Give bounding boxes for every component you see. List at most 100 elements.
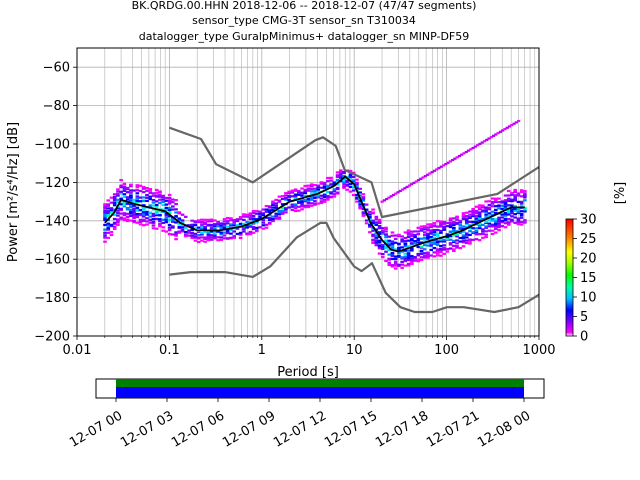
colorbar-label: [%] [613, 182, 628, 205]
histogram-cell [135, 216, 140, 219]
histogram-cell [306, 205, 311, 209]
histogram-cell [393, 264, 398, 267]
histogram-cell [429, 241, 434, 244]
plot-frame [76, 47, 540, 337]
histogram-cell [374, 234, 379, 237]
y-axis-ticks: −60 −80 −100 −120 −140 −160 −180 −200 [34, 61, 77, 345]
y-tick-label: −120 [34, 176, 70, 191]
histogram-cell [112, 213, 117, 216]
histogram-cell [484, 233, 488, 236]
histogram-cell [442, 238, 446, 241]
histogram-cell [361, 214, 366, 217]
histogram-cell [277, 209, 282, 212]
timeline-tick-label: 12-07 03 [118, 408, 176, 450]
histogram-cell [261, 208, 266, 211]
histogram-cell [390, 234, 395, 237]
histogram-cell [177, 219, 182, 222]
histogram-cell [319, 200, 324, 203]
histogram-cell [135, 189, 140, 192]
histogram-cell [481, 209, 485, 212]
histogram-cell [387, 263, 392, 267]
histogram-cell [167, 193, 172, 197]
histogram-cell [284, 197, 288, 200]
histogram-cell [322, 193, 327, 196]
histogram-cell [335, 171, 340, 174]
histogram-cell [371, 241, 375, 244]
histogram-cell [116, 188, 120, 191]
histogram-cell [119, 197, 123, 200]
histogram-cell [351, 179, 356, 182]
histogram-cell [145, 186, 149, 190]
histogram-cell [332, 190, 337, 193]
histogram-cell [280, 209, 285, 213]
histogram-cell [513, 199, 517, 202]
histogram-cell [122, 189, 127, 193]
histogram-cell [245, 215, 249, 218]
colorbar-tick-label: 20 [580, 252, 597, 267]
histogram-cell [167, 233, 172, 236]
histogram-cell [361, 207, 366, 211]
histogram-cell [384, 245, 388, 248]
histogram-cell [474, 217, 479, 220]
histogram-cell [377, 241, 382, 244]
histogram-cell [342, 178, 346, 182]
histogram-cell [468, 240, 472, 243]
histogram-cell [490, 202, 495, 205]
histogram-cell [132, 189, 136, 192]
histogram-cell [477, 233, 482, 236]
histogram-cell [523, 219, 527, 222]
histogram-cell [439, 231, 443, 234]
histogram-cell [287, 206, 291, 209]
histogram-cell [432, 169, 437, 172]
histogram-cell [177, 222, 182, 225]
histogram-cell [177, 231, 182, 234]
histogram-cell [421, 176, 425, 179]
histogram-cell [303, 206, 308, 209]
histogram-cell [348, 175, 353, 179]
histogram-cell [481, 206, 485, 209]
histogram-cell [258, 226, 262, 229]
histogram-cell [132, 209, 136, 212]
histogram-cell [452, 234, 456, 237]
histogram-cell [439, 165, 443, 168]
histogram-cell [442, 220, 446, 224]
histogram-cell [338, 171, 343, 174]
histogram-cell [487, 208, 492, 211]
histogram-cell [248, 214, 253, 217]
histogram-cell [206, 220, 211, 223]
histogram-cell [494, 211, 498, 214]
histogram-cell [306, 189, 311, 192]
histogram-cell [464, 232, 469, 235]
histogram-cell [309, 190, 314, 193]
histogram-cell [193, 232, 198, 235]
y-tick-label: −180 [34, 291, 70, 306]
histogram-cell [171, 198, 175, 201]
histogram-cell [448, 160, 452, 163]
histogram-cell [461, 214, 466, 217]
histogram-cell [242, 222, 246, 225]
histogram-cell [309, 183, 314, 186]
histogram-cell [377, 232, 382, 235]
histogram-cell [290, 189, 295, 192]
histogram-cell [481, 230, 485, 233]
title-line-1: BK.QRDG.00.HHN 2018-12-06 -- 2018-12-07 … [132, 0, 477, 12]
histogram-cell [445, 221, 450, 225]
histogram-cell [410, 255, 414, 258]
histogram-cell [116, 190, 120, 193]
histogram-cell [229, 229, 233, 232]
histogram-cell [432, 233, 437, 237]
histogram-cell [109, 233, 114, 237]
histogram-cell [461, 236, 466, 239]
histogram-cell [389, 195, 393, 198]
histogram-cell [484, 235, 488, 239]
histogram-cell [380, 255, 385, 259]
histogram-cell [448, 219, 453, 222]
y-tick-label: −100 [34, 138, 70, 153]
histogram-cell [200, 239, 204, 242]
histogram-cell [187, 231, 191, 234]
histogram-cell [403, 264, 408, 267]
histogram-cell [419, 258, 424, 262]
histogram-cell [297, 209, 301, 212]
histogram-cell [151, 204, 156, 207]
